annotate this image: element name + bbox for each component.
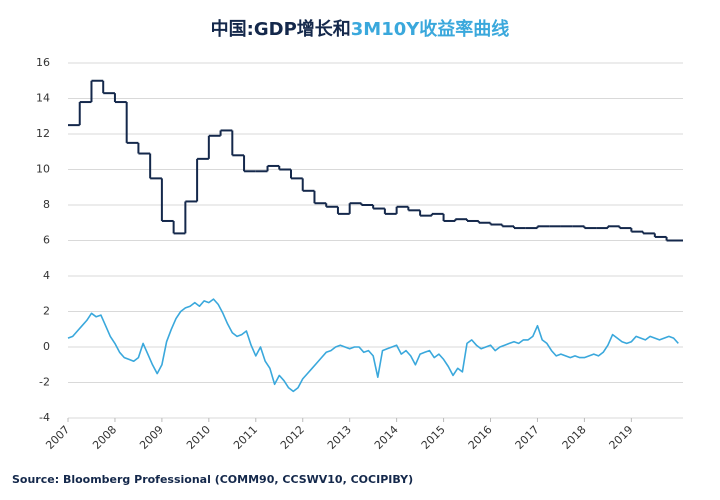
x-tick-label: 2009 — [137, 423, 166, 452]
title-part: 3M10Y收益率曲线 — [351, 18, 510, 40]
y-tick-label: -2 — [39, 376, 50, 389]
y-tick-label: 14 — [36, 92, 50, 105]
x-tick-label: 2016 — [466, 423, 495, 452]
y-tick-label: 12 — [36, 127, 50, 140]
title-part: 中国:GDP增长和 — [211, 18, 351, 40]
y-tick-label: 4 — [43, 269, 50, 282]
x-tick-label: 2010 — [184, 423, 213, 452]
chart-title: 中国:GDP增长和3M10Y收益率曲线 — [211, 18, 510, 40]
x-tick-label: 2014 — [372, 423, 401, 452]
y-tick-label: 6 — [43, 234, 50, 247]
x-tick-label: 2011 — [231, 423, 260, 452]
x-tick-label: 2008 — [90, 423, 119, 452]
x-tick-label: 2019 — [607, 423, 636, 452]
y-tick-label: 2 — [43, 305, 50, 318]
x-tick-label: 2013 — [325, 423, 354, 452]
y-tick-label: 10 — [36, 163, 50, 176]
x-tick-label: 2012 — [278, 423, 307, 452]
x-tick-label: 2007 — [43, 423, 72, 452]
y-tick-label: 8 — [43, 198, 50, 211]
x-tick-label: 2015 — [419, 423, 448, 452]
y-tick-label: 0 — [43, 340, 50, 353]
y-tick-label: -4 — [39, 411, 50, 424]
y-tick-label: 16 — [36, 56, 50, 69]
x-tick-label: 2017 — [513, 423, 542, 452]
yield-curve-line — [67, 298, 679, 393]
x-tick-label: 2018 — [560, 423, 589, 452]
source-note: Source: Bloomberg Professional (COMM90, … — [12, 473, 413, 486]
